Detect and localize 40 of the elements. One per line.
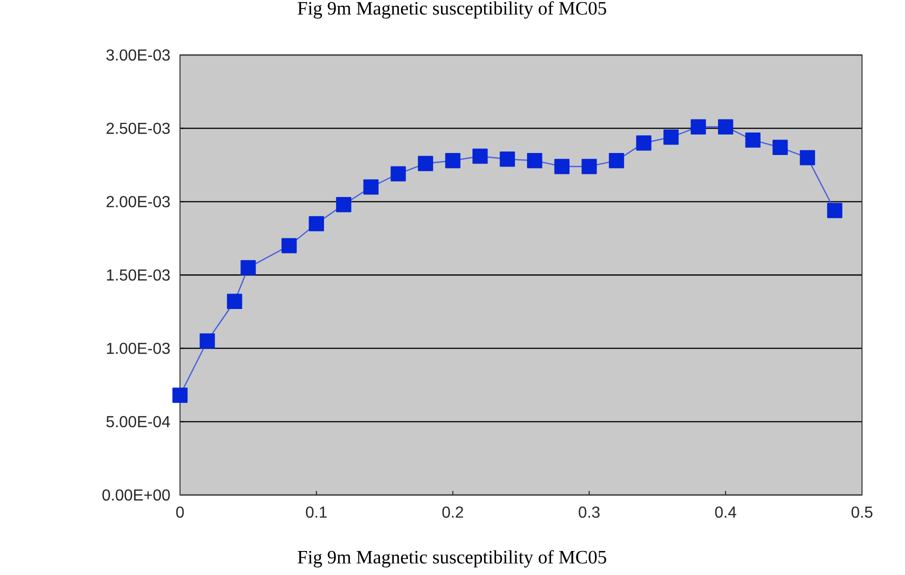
- point: [445, 153, 460, 168]
- point: [690, 119, 706, 134]
- y-tick-label: 5.00E-04: [106, 416, 170, 428]
- point: [663, 130, 679, 145]
- y-tick-label: 3.00E-03: [106, 49, 170, 61]
- point: [608, 153, 624, 168]
- caption: Fig 9m Magnetic susceptibility of MC05: [298, 550, 606, 568]
- x-tick-label: 0.2: [442, 506, 464, 518]
- y-tick-label: 2.50E-03: [106, 122, 170, 134]
- point: [308, 216, 324, 232]
- point: [226, 294, 242, 309]
- point: [800, 150, 816, 166]
- x-tick-label: 0: [176, 506, 184, 518]
- chart-title: Fig 9m Magnetic susceptibility of MC05: [298, 1, 606, 19]
- point: [772, 140, 788, 155]
- y-tick-label: 1.00E-03: [107, 342, 170, 354]
- y-tick-label: 0.00E+00: [102, 489, 170, 501]
- point: [363, 179, 379, 195]
- point: [282, 238, 297, 254]
- point: [745, 132, 760, 148]
- x-tick-label: 0.3: [578, 506, 600, 518]
- y-tick-label: 2.00E-03: [106, 196, 170, 208]
- point: [718, 119, 734, 134]
- point: [636, 135, 652, 151]
- point: [472, 148, 488, 164]
- point: [390, 166, 406, 182]
- x-tick-label: 0.5: [852, 506, 872, 518]
- x-tick-label: 0.4: [715, 506, 736, 518]
- point: [200, 333, 215, 349]
- point: [418, 156, 434, 172]
- point: [500, 152, 515, 167]
- point: [336, 197, 352, 212]
- y-tick-label: 1.50E-03: [107, 269, 170, 281]
- point: [554, 158, 570, 174]
- x-tick-label: 0.1: [306, 506, 327, 518]
- point: [582, 158, 597, 174]
- point: [527, 153, 542, 168]
- point: [172, 388, 188, 403]
- point: [827, 202, 842, 218]
- point: [240, 260, 256, 276]
